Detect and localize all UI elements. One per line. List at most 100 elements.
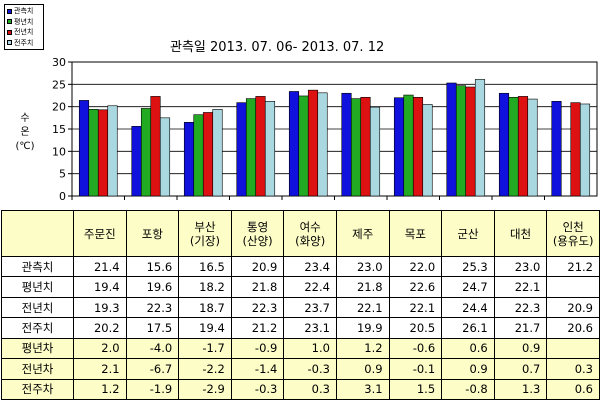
row-label: 평년차: [1, 337, 74, 360]
table-cell: 19.4: [73, 276, 127, 298]
table-cell: 20.9: [546, 296, 600, 319]
table-cell: 21.2: [230, 317, 285, 339]
table-cell: 21.7: [493, 317, 548, 339]
table-header-row: 주문진 포항 부산 (기장) 통영 (산양) 여수 (화양) 제주 목포 군산 대천 인천 (용유도): [1, 210, 600, 257]
table-cell: 3.1: [335, 378, 390, 401]
bar: [97, 109, 109, 197]
table-cell: 21.2: [546, 255, 600, 278]
y-tick-label: 5: [59, 168, 66, 181]
y-tick-label: 10: [52, 145, 66, 158]
header-line: 부산: [194, 219, 216, 234]
header-line: 인천: [562, 219, 584, 234]
y-axis-label-line1: 수: [20, 113, 30, 124]
bar: [403, 94, 414, 197]
table-header-cell: 목포: [388, 210, 443, 257]
y-tick-label: 25: [52, 78, 66, 91]
header-line: 대천: [509, 226, 532, 241]
bar: [212, 109, 223, 197]
table-row: 전년치 19.3 22.3 18.7 22.3 23.7 22.1 22.1 24.4 22.3 2…: [1, 296, 600, 319]
bar: [350, 98, 362, 197]
data-table: 주문진 포항 부산 (기장) 통영 (산양) 여수 (화양) 제주 목포 군산 대천 인천 (용유도) 관측…: [1, 210, 600, 401]
table-cell: 1.5: [388, 378, 443, 401]
table-cell: [546, 337, 600, 360]
y-tick-label: 30: [52, 56, 66, 69]
legend-label: 전주치: [14, 38, 34, 47]
legend-item: 평년치: [7, 17, 41, 28]
bar: [298, 95, 309, 197]
table-cell: 22.3: [125, 296, 180, 319]
bar: [551, 101, 562, 197]
table-cell: 26.1: [441, 317, 495, 339]
y-axis-label-line3: (℃): [15, 141, 35, 152]
header-line: (용유도): [552, 233, 594, 248]
table-header-cell: 포항: [125, 210, 180, 257]
table-cell: 1.3: [493, 378, 548, 401]
table-cell: 22.0: [388, 255, 443, 278]
table-cell: 1.2: [335, 337, 390, 360]
table-cell: 0.3: [283, 378, 337, 401]
table-cell: 19.6: [125, 276, 180, 298]
table-cell: -2.9: [178, 378, 232, 401]
table-cell: -2.2: [178, 358, 232, 380]
table-row: 전주차 1.2 -1.9 -2.9 -0.3 0.3 3.1 1.5 -0.8 1.3 0.6: [1, 378, 600, 401]
table-cell: 15.6: [125, 255, 180, 278]
table-row: 관측치 21.4 15.6 16.5 20.9 23.4 23.0 22.0 25.3 23.0 2…: [1, 255, 600, 278]
table-header-cell: 통영 (산양): [230, 210, 285, 257]
bar: [508, 96, 519, 197]
header-line: 제주: [352, 226, 374, 241]
table-row: 전주치 20.2 17.5 19.4 21.2 23.1 19.9 20.5 26.1 21.7 2…: [1, 317, 600, 339]
bar: [317, 92, 328, 197]
bar: [579, 103, 591, 197]
bar: [159, 117, 171, 197]
header-line: 목포: [404, 226, 426, 241]
y-tick-label: 20: [52, 101, 66, 114]
table-cell: 0.3: [546, 358, 600, 380]
table-cell: 0.9: [335, 358, 390, 380]
row-label: 전년차: [1, 358, 74, 380]
header-line: 여수: [299, 219, 321, 234]
table-header-cell: 제주: [335, 210, 390, 257]
table-cell: -1.9: [125, 378, 180, 401]
y-tick-label: 0: [59, 190, 66, 203]
bar: [88, 109, 99, 197]
header-line: (기장): [189, 233, 221, 248]
bar-chart: 0 5 10 15 20 25 30: [52, 56, 598, 203]
bar: [369, 106, 381, 197]
table-cell: 25.3: [441, 255, 495, 278]
table-cell: -4.0: [125, 337, 180, 360]
legend-label: 평년치: [14, 17, 34, 26]
table-cell: 21.8: [230, 276, 285, 298]
bar: [570, 102, 581, 197]
bar: [255, 96, 266, 197]
legend-swatch: [7, 29, 12, 35]
table-cell: 22.1: [388, 296, 443, 319]
table-row: 평년치 19.4 19.6 18.2 21.8 22.4 21.8 22.6 24.7 22.1: [1, 276, 600, 298]
legend-swatch: [7, 40, 12, 46]
bar: [498, 92, 510, 197]
legend-label: 전년치: [14, 28, 34, 36]
table-cell: 23.0: [493, 255, 548, 278]
legend-label: 관측치: [14, 7, 34, 15]
table-cell: 20.2: [73, 317, 127, 339]
bar: [183, 122, 195, 197]
y-axis-label-line2: 온: [20, 127, 30, 138]
row-label: 전주치: [1, 317, 74, 339]
table-cell: -0.1: [388, 358, 443, 380]
row-label: 평년치: [1, 276, 74, 298]
table-cell: 21.8: [335, 276, 390, 298]
bar: [341, 92, 352, 197]
table-cell: 24.4: [441, 296, 495, 319]
table-cell: -0.3: [230, 378, 285, 401]
table-cell: 22.4: [283, 276, 337, 298]
table-cell: 22.1: [493, 276, 548, 298]
table-cell: -0.9: [230, 337, 285, 360]
table-cell: 16.5: [178, 255, 232, 278]
table-cell: 17.5: [125, 317, 180, 339]
row-label: 전주차: [1, 378, 74, 401]
table-cell: 20.6: [546, 317, 600, 339]
bar: [412, 96, 424, 197]
table-cell: -0.3: [283, 358, 337, 380]
table-cell: 22.1: [335, 296, 390, 319]
legend-swatch: [7, 19, 12, 25]
